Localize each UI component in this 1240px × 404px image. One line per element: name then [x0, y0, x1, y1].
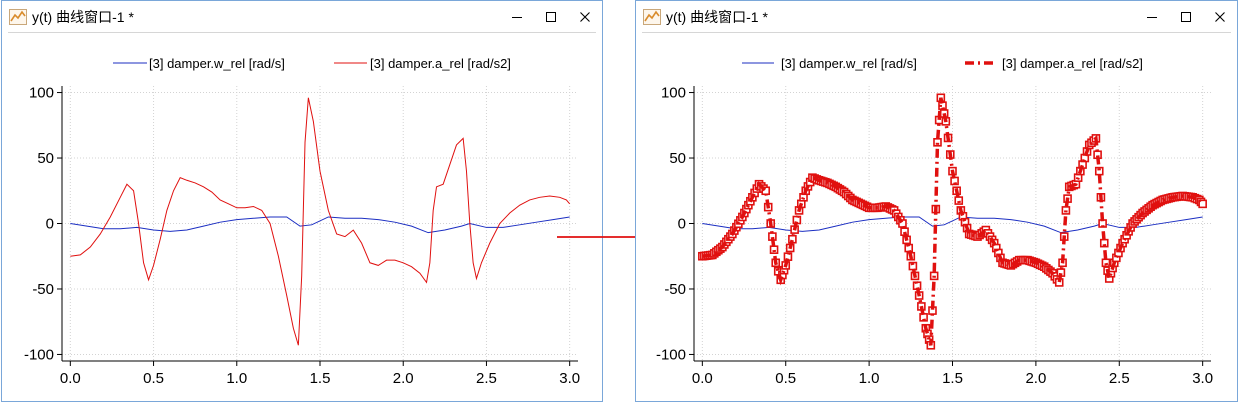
data-point-marker: [954, 196, 964, 205]
maximize-button[interactable]: [534, 1, 568, 32]
x-tick-label: 2.0: [1025, 370, 1046, 387]
series-line-a-rel: [702, 97, 1204, 346]
minimize-button[interactable]: [1135, 1, 1169, 32]
x-tick-label: 2.5: [476, 370, 497, 387]
y-tick-label: 0: [46, 216, 54, 233]
y-tick-label: 100: [661, 85, 686, 102]
x-tick-label: 0.5: [775, 370, 796, 387]
x-tick-label: 1.0: [859, 370, 880, 387]
data-point-marker: [933, 138, 942, 147]
x-tick-label: 3.0: [1192, 370, 1213, 387]
series-line-a-rel: [70, 97, 571, 346]
y-tick-label: 100: [29, 85, 54, 102]
x-tick-label: 3.0: [559, 370, 580, 387]
maximize-icon: [1181, 11, 1191, 22]
line-chart[interactable]: 0.0 0.5 1.0 1.5 2.0 2.5 3.0 100 50 0 -50 -100 [3] d…: [635, 1, 1238, 403]
close-button[interactable]: [568, 1, 602, 32]
plot-area[interactable]: 0.0 0.5 1.0 1.5 2.0 2.5 3.0 100 50 0 -50 -100 [3] d…: [8, 32, 596, 395]
y-tick-label: 50: [669, 150, 686, 167]
plot-area[interactable]: 0.0 0.5 1.0 1.5 2.0 2.5 3.0 100 50 0 -50 -100 [3] d…: [642, 32, 1231, 395]
title-bar[interactable]: y(t) 曲线窗口-1 *: [636, 1, 1237, 32]
close-button[interactable]: [1203, 1, 1237, 32]
x-tick-label: 0.0: [692, 370, 713, 387]
x-tick-label: 0.0: [60, 370, 81, 387]
x-tick-label: 1.5: [942, 370, 963, 387]
line-chart[interactable]: 0.0 0.5 1.0 1.5 2.0 2.5 3.0 100 50 0 -50 -100 [3] d…: [1, 1, 603, 403]
x-tick-label: 1.0: [226, 370, 247, 387]
data-point-marker: [1061, 206, 1071, 215]
x-tick-label: 2.5: [1109, 370, 1130, 387]
data-point-marker: [1101, 258, 1111, 268]
window-title: y(t) 曲线窗口-1 *: [666, 8, 768, 25]
minimize-button[interactable]: [500, 1, 534, 32]
data-point-marker: [1198, 199, 1207, 209]
y-tick-label: 50: [37, 150, 54, 167]
plot-window-before: y(t) 曲线窗口-1 * 0.0 0.5 1.0 1.5 2.0 2.5 3.0 100 50…: [1, 0, 603, 402]
series-line-w-rel: [70, 216, 570, 234]
minimize-icon: [1147, 16, 1157, 18]
y-tick-label: -100: [24, 346, 54, 363]
chart-app-icon: [9, 8, 27, 25]
legend-label-w-rel: [3] damper.w_rel [rad/s]: [149, 56, 285, 71]
legend-label-w-rel: [3] damper.w_rel [rad/s]: [781, 56, 917, 71]
close-icon: [1215, 11, 1225, 22]
data-point-marker: [769, 245, 779, 254]
title-bar[interactable]: y(t) 曲线窗口-1 *: [2, 1, 602, 32]
y-tick-label: -100: [656, 346, 686, 363]
y-tick-label: -50: [32, 281, 54, 298]
series-line-w-rel: [702, 216, 1203, 234]
minimize-icon: [512, 16, 522, 18]
x-tick-label: 1.5: [310, 370, 331, 387]
plot-window-after: y(t) 曲线窗口-1 * 0.0 0.5 1.0 1.5 2.0 2.5 3.0 100 50…: [635, 0, 1238, 402]
chart-app-icon: [643, 8, 661, 25]
legend-label-a-rel: [3] damper.a_rel [rad/s2]: [370, 56, 511, 71]
maximize-icon: [546, 11, 556, 22]
close-icon: [580, 11, 590, 22]
y-tick-label: -50: [664, 281, 686, 298]
window-title: y(t) 曲线窗口-1 *: [32, 8, 134, 25]
y-tick-label: 0: [678, 216, 686, 233]
legend-label-a-rel: [3] damper.a_rel [rad/s2]: [1002, 56, 1143, 71]
x-tick-label: 0.5: [143, 370, 164, 387]
x-tick-label: 2.0: [393, 370, 414, 387]
maximize-button[interactable]: [1169, 1, 1203, 32]
